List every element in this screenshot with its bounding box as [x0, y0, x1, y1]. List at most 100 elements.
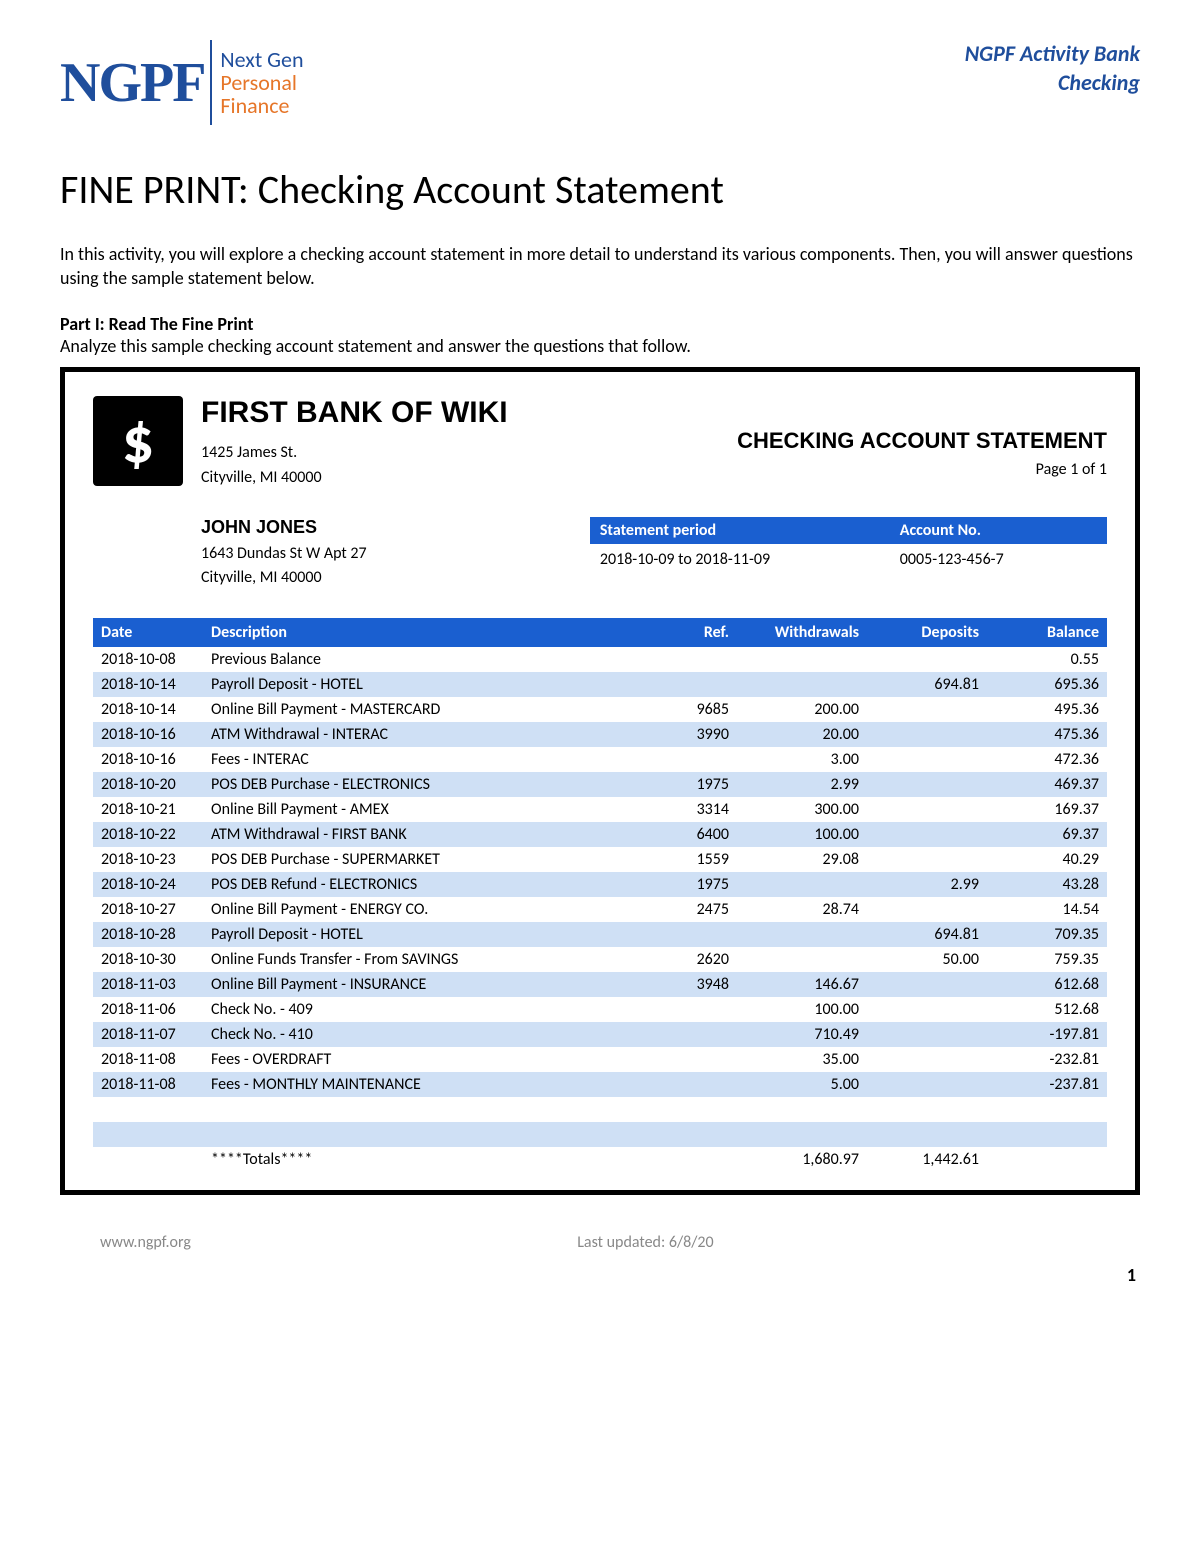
cell-date: 2018-11-06: [93, 997, 203, 1022]
table-body: 2018-10-08Previous Balance0.552018-10-14…: [93, 647, 1107, 1172]
cell-description: Check No. - 410: [203, 1022, 657, 1047]
cell-withdrawal: 146.67: [737, 972, 867, 997]
cell-ref: [657, 747, 737, 772]
customer-name: JOHN JONES: [201, 517, 590, 538]
cell-withdrawal: 29.08: [737, 847, 867, 872]
cell-balance: 169.37: [987, 797, 1107, 822]
cell-description: POS DEB Refund - ELECTRONICS: [203, 872, 657, 897]
cell-ref: [657, 672, 737, 697]
logo-divider: [210, 40, 212, 125]
cell-withdrawal: [737, 922, 867, 947]
cell-deposit: [867, 747, 987, 772]
cell-ref: 3948: [657, 972, 737, 997]
cell-date: 2018-10-16: [93, 722, 203, 747]
table-row-blank: [93, 1097, 1107, 1122]
bank-address-2: Cityville, MI 40000: [201, 465, 508, 491]
cell-deposit: 2.99: [867, 872, 987, 897]
totals-deposits: 1,442.61: [867, 1147, 987, 1172]
logo-block: NGPF Next Gen Personal Finance: [60, 40, 304, 125]
cell-description: POS DEB Purchase - ELECTRONICS: [203, 772, 657, 797]
col-withdrawals: Withdrawals: [737, 618, 867, 647]
totals-label: ****Totals****: [203, 1147, 657, 1172]
cell-date: 2018-10-28: [93, 922, 203, 947]
customer-address-2: Cityville, MI 40000: [201, 566, 590, 590]
meta-header: Statement period Account No.: [590, 517, 1107, 544]
cell-description: Fees - MONTHLY MAINTENANCE: [203, 1072, 657, 1097]
activity-bank-label: NGPF Activity Bank: [965, 40, 1140, 69]
statement-page-indicator: Page 1 of 1: [737, 460, 1107, 479]
page-header: NGPF Next Gen Personal Finance NGPF Acti…: [60, 40, 1140, 125]
cell-balance: 612.68: [987, 972, 1107, 997]
table-row: 2018-10-08Previous Balance0.55: [93, 647, 1107, 672]
table-row: 2018-11-07Check No. - 410710.49-197.81: [93, 1022, 1107, 1047]
cell-description: Online Bill Payment - ENERGY CO.: [203, 897, 657, 922]
cell-withdrawal: 28.74: [737, 897, 867, 922]
cell-date: 2018-10-22: [93, 822, 203, 847]
logo-tagline: Next Gen Personal Finance: [220, 48, 303, 117]
cell-balance: 469.37: [987, 772, 1107, 797]
cell-deposit: [867, 822, 987, 847]
cell-balance: 472.36: [987, 747, 1107, 772]
cell-deposit: [867, 1047, 987, 1072]
header-right: NGPF Activity Bank Checking: [965, 40, 1140, 97]
logo-text: NGPF: [60, 51, 204, 115]
cell-withdrawal: 35.00: [737, 1047, 867, 1072]
table-row: 2018-10-24POS DEB Refund - ELECTRONICS19…: [93, 872, 1107, 897]
cell-deposit: [867, 722, 987, 747]
cell-withdrawal: 200.00: [737, 697, 867, 722]
col-description: Description: [203, 618, 657, 647]
table-row: 2018-10-21Online Bill Payment - AMEX3314…: [93, 797, 1107, 822]
col-date: Date: [93, 618, 203, 647]
cell-deposit: [867, 797, 987, 822]
cell-ref: 9685: [657, 697, 737, 722]
table-row: 2018-11-06Check No. - 409100.00512.68: [93, 997, 1107, 1022]
cell-withdrawal: [737, 647, 867, 672]
cell-date: 2018-11-07: [93, 1022, 203, 1047]
cell-ref: 3314: [657, 797, 737, 822]
bank-info: FIRST BANK OF WIKI 1425 James St. Cityvi…: [201, 396, 508, 491]
statement-meta: Statement period Account No. 2018-10-09 …: [590, 517, 1107, 590]
cell-withdrawal: 3.00: [737, 747, 867, 772]
table-row: 2018-10-30Online Funds Transfer - From S…: [93, 947, 1107, 972]
cell-deposit: [867, 897, 987, 922]
footer-url: www.ngpf.org: [100, 1233, 191, 1252]
customer-row: JOHN JONES 1643 Dundas St W Apt 27 Cityv…: [93, 517, 1107, 590]
cell-ref: 2620: [657, 947, 737, 972]
cell-date: 2018-10-23: [93, 847, 203, 872]
cell-description: Online Bill Payment - INSURANCE: [203, 972, 657, 997]
bank-right: CHECKING ACCOUNT STATEMENT Page 1 of 1: [737, 396, 1107, 491]
cell-description: Check No. - 409: [203, 997, 657, 1022]
page-title: FINE PRINT: Checking Account Statement: [60, 165, 1140, 214]
activity-topic-label: Checking: [965, 69, 1140, 98]
table-row: 2018-10-16ATM Withdrawal - INTERAC399020…: [93, 722, 1107, 747]
cell-ref: [657, 1072, 737, 1097]
table-row: 2018-11-03Online Bill Payment - INSURANC…: [93, 972, 1107, 997]
cell-date: 2018-11-08: [93, 1047, 203, 1072]
col-balance: Balance: [987, 618, 1107, 647]
meta-account-value: 0005-123-456-7: [890, 548, 1107, 571]
bank-left: $ FIRST BANK OF WIKI 1425 James St. City…: [93, 396, 508, 491]
cell-date: 2018-11-03: [93, 972, 203, 997]
cell-ref: [657, 647, 737, 672]
cell-withdrawal: [737, 947, 867, 972]
table-row-totals: ****Totals****1,680.971,442.61: [93, 1147, 1107, 1172]
page-footer: www.ngpf.org Last updated: 6/8/20: [60, 1233, 1140, 1252]
cell-description: Fees - OVERDRAFT: [203, 1047, 657, 1072]
cell-ref: 1975: [657, 772, 737, 797]
cell-ref: 6400: [657, 822, 737, 847]
tagline-line-3: Finance: [220, 94, 303, 117]
meta-period-value: 2018-10-09 to 2018-11-09: [590, 548, 890, 571]
cell-withdrawal: [737, 872, 867, 897]
cell-description: Payroll Deposit - HOTEL: [203, 672, 657, 697]
cell-balance: 475.36: [987, 722, 1107, 747]
customer-address-1: 1643 Dundas St W Apt 27: [201, 542, 590, 566]
cell-withdrawal: 300.00: [737, 797, 867, 822]
col-deposits: Deposits: [867, 618, 987, 647]
cell-balance: -197.81: [987, 1022, 1107, 1047]
cell-description: Payroll Deposit - HOTEL: [203, 922, 657, 947]
cell-deposit: [867, 972, 987, 997]
cell-balance: 695.36: [987, 672, 1107, 697]
table-row: 2018-10-16Fees - INTERAC3.00472.36: [93, 747, 1107, 772]
cell-balance: 43.28: [987, 872, 1107, 897]
table-row: 2018-10-23POS DEB Purchase - SUPERMARKET…: [93, 847, 1107, 872]
